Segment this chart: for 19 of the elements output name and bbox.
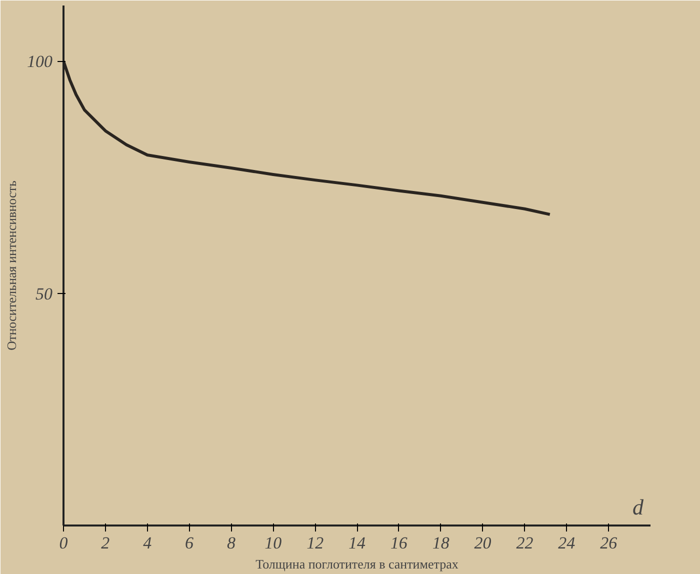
x-tick-label: 8 [226,534,236,552]
y-axis-title: Относительная интенсивность [4,180,19,350]
x-tick-label: 0 [59,534,68,552]
x-tick-label: 10 [264,534,282,552]
x-axis-title: Толщина поглотителя в сантиметрах [256,556,459,572]
y-tick-label: 50 [36,284,53,304]
x-tick-label: 24 [558,534,576,552]
x-tick-label: 16 [390,534,408,552]
annotation: d [632,494,644,520]
x-tick-label: 4 [143,534,152,552]
y-tick-label: 100 [27,52,53,72]
x-tick-label: 20 [474,534,492,552]
x-tick-label: 6 [185,534,194,552]
x-tick-label: 26 [600,534,618,552]
x-tick-label: 12 [306,534,324,552]
x-tick-label: 22 [516,534,534,552]
x-tick-label: 2 [101,534,110,552]
x-tick-label: 14 [348,534,366,552]
x-tick-label: 18 [432,534,450,552]
